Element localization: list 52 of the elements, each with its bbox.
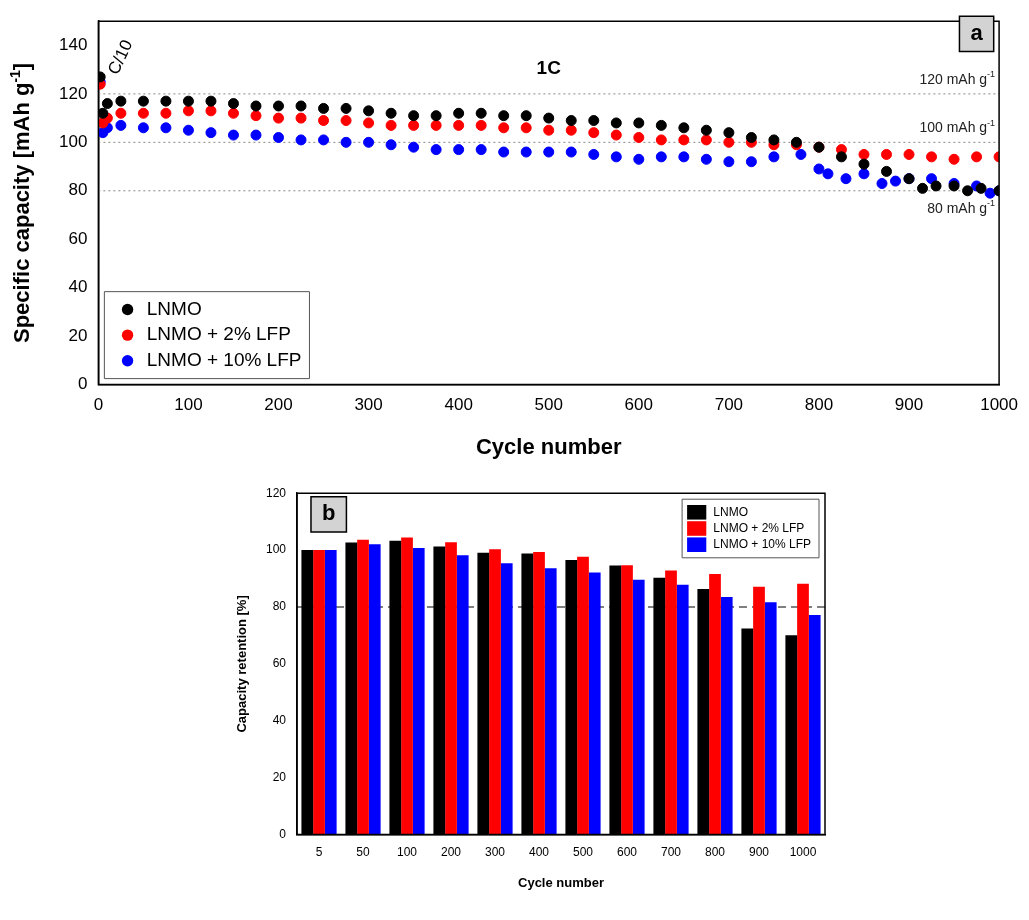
y-tick-label: 140 [58, 35, 88, 55]
x-tick-label: 500 [534, 395, 563, 415]
x-tick-label: 300 [485, 845, 506, 860]
x-tick-label: 300 [354, 395, 383, 415]
x-tick-label: 50 [356, 845, 371, 860]
y-tick-label: 100 [58, 132, 88, 152]
y-tick-label: 120 [58, 83, 88, 103]
y-tick-label: 40 [68, 277, 88, 297]
x-axis-title: Cycle number [475, 433, 622, 459]
x-tick-label: 900 [748, 845, 770, 860]
x-tick-label: 100 [397, 845, 418, 860]
y-axis-title: Specific capacity [mAh g-1] [6, 62, 35, 343]
y-tick-label: 40 [272, 713, 287, 728]
x-tick-label: 800 [804, 395, 834, 415]
x-tick-label: 500 [572, 845, 594, 860]
x-tick-label: 1000 [789, 845, 817, 860]
annotation: C/10 [103, 36, 137, 78]
y-tick-label: 0 [77, 374, 88, 394]
x-tick-label: 1000 [980, 395, 1018, 415]
x-tick-label: 600 [624, 395, 653, 415]
x-tick-label: 0 [93, 395, 104, 415]
x-tick-label: 200 [441, 845, 462, 860]
y-tick-label: 20 [272, 770, 287, 785]
x-tick-label: 900 [894, 395, 924, 415]
legend-label: LNMO + 10% LFP [146, 349, 302, 371]
y-tick-label: 60 [272, 656, 287, 671]
annotation: a [970, 19, 984, 45]
legend-label: LNMO + 10% LFP [713, 537, 812, 552]
x-tick-label: 400 [529, 845, 550, 860]
y-tick-label: 120 [265, 485, 287, 500]
legend-label: LNMO [713, 504, 748, 519]
y-tick-label: 80 [272, 599, 287, 614]
y-tick-label: 60 [68, 228, 88, 248]
legend-label: LNMO + 2% LFP [146, 323, 291, 345]
y-axis-title: Capacity retention [%] [233, 595, 249, 733]
x-tick-label: 800 [704, 845, 726, 860]
y-tick-label: 100 [265, 542, 287, 557]
annotation: 1C [536, 56, 562, 78]
x-tick-label: 400 [444, 395, 473, 415]
y-tick-label: 20 [68, 325, 88, 345]
x-tick-label: 100 [174, 395, 203, 415]
annotation: b [321, 500, 336, 526]
x-tick-label: 200 [264, 395, 293, 415]
y-tick-label: 80 [68, 180, 88, 200]
legend-label: LNMO + 2% LFP [713, 520, 805, 535]
x-tick-label: 5 [315, 845, 323, 860]
y-tick-label: 0 [279, 826, 287, 841]
x-tick-label: 700 [660, 845, 682, 860]
x-axis-title: Cycle number [518, 875, 605, 891]
x-tick-label: 600 [616, 845, 638, 860]
x-tick-label: 700 [714, 395, 744, 415]
legend-label: LNMO [146, 297, 202, 319]
